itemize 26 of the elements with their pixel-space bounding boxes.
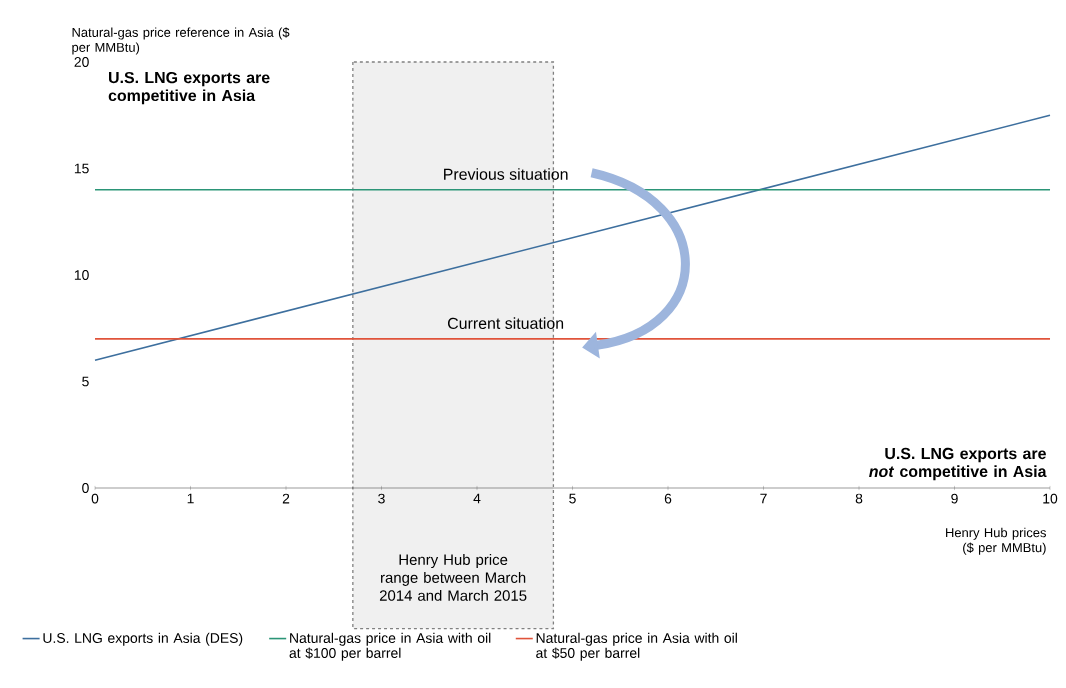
annotation: U.S. LNG exports are competitive in Asia xyxy=(108,71,270,105)
x-tick-label: 0 xyxy=(91,493,99,504)
y-tick-label: 0 xyxy=(82,483,89,493)
y-tick-label: 5 xyxy=(82,376,89,387)
y-tick-label: 10 xyxy=(74,270,89,280)
x-tick-label: 10 xyxy=(1043,493,1058,504)
x-tick-label: 2 xyxy=(282,493,290,504)
x-tick-label: 3 xyxy=(378,493,385,504)
y-axis-title: Natural-gas price reference in Asia ($ per MMBtu) xyxy=(72,27,290,55)
band-label: Henry Hub price range between March 2014 and March 2015 xyxy=(379,554,527,601)
x-tick-label: 7 xyxy=(760,493,767,504)
legend-label: Natural-gas price in Asia with oil at $100 per barrel xyxy=(289,632,491,661)
legend-label: U.S. LNG exports in Asia (DES) xyxy=(43,632,243,646)
y-tick-label: 20 xyxy=(74,57,89,67)
x-tick-label: 5 xyxy=(569,493,576,504)
x-axis-title: Henry Hub prices ($ per MMBtu) xyxy=(946,527,1046,555)
x-tick-label: 8 xyxy=(855,493,863,504)
y-tick-label: 15 xyxy=(74,163,89,174)
legend-label: Natural-gas price in Asia with oil at $50 per barrel xyxy=(536,632,737,661)
x-tick-label: 6 xyxy=(664,493,672,504)
annotation: Current situation xyxy=(447,317,564,329)
annotation: Previous situation xyxy=(444,168,568,180)
x-tick-label: 1 xyxy=(187,493,194,504)
x-tick-label: 4 xyxy=(473,493,481,504)
x-tick-label: 9 xyxy=(951,493,958,504)
annotation: U.S. LNG exports are not competitive in Asia xyxy=(869,447,1047,481)
